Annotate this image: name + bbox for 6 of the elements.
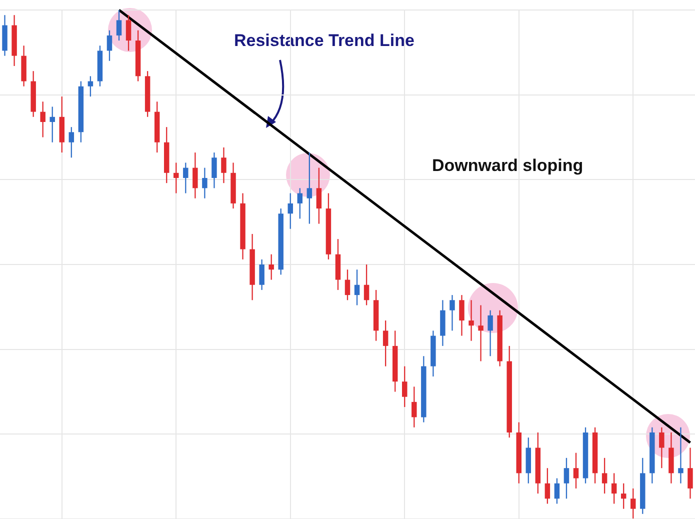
annotation: Downward sloping [432,156,584,176]
candlestick [678,427,684,484]
candlestick [450,295,455,331]
candlestick [478,305,484,362]
candlestick [468,300,474,341]
annotation: Resistance Trend Line [234,31,414,51]
